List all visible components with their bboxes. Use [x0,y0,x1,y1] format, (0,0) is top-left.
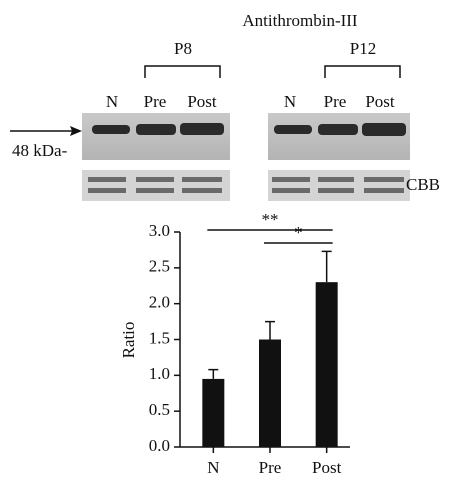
stain-label: CBB [406,175,440,194]
blot-image [82,113,410,201]
blot-title: Antithrombin-III [242,11,358,30]
group-label: P12 [350,39,376,58]
y-tick-label: 0.0 [149,436,170,455]
y-tick-label: 1.5 [149,328,170,347]
y-tick-label: 2.0 [149,293,170,312]
lane-label: Pre [324,92,347,111]
lane-label: Pre [144,92,167,111]
y-axis-label: Ratio [119,322,138,359]
error-bar [265,320,275,340]
lane-label: N [284,92,296,111]
y-tick-label: 0.5 [149,400,170,419]
error-bar [321,250,332,283]
y-tick-label: 3.0 [149,221,170,240]
marker-label: 48 kDa- [12,141,68,160]
x-tick-label: N [207,458,219,477]
bar [259,339,281,447]
y-tick-label: 1.0 [149,364,170,383]
x-tick-label: Post [312,458,342,477]
y-tick-label: 2.5 [149,257,170,276]
x-tick-label: Pre [259,458,282,477]
bar [315,282,338,447]
lane-label: N [106,92,118,111]
group-brackets [144,65,401,78]
error-bar [208,368,219,379]
group-label: P8 [174,39,192,58]
lane-label: Post [187,92,217,111]
marker-arrow [10,126,82,136]
lane-label: Post [365,92,395,111]
bar [202,378,225,447]
significance-label: ** [262,210,279,229]
significance-label: * [294,223,303,242]
